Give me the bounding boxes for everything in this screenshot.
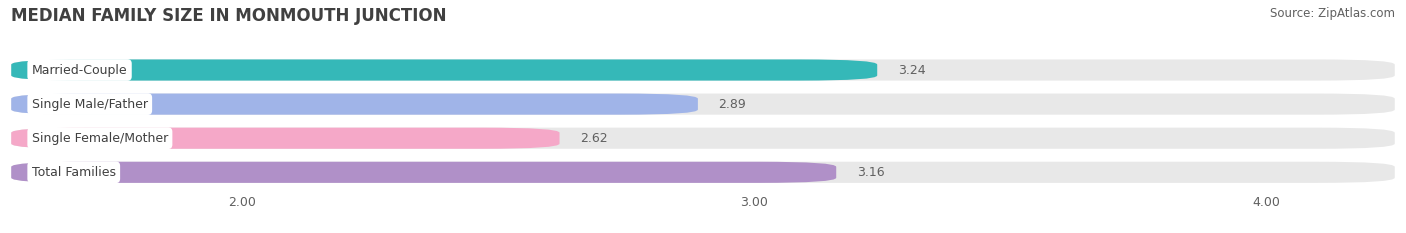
Text: Married-Couple: Married-Couple — [32, 64, 128, 76]
Text: Source: ZipAtlas.com: Source: ZipAtlas.com — [1270, 7, 1395, 20]
FancyBboxPatch shape — [11, 128, 1395, 149]
FancyBboxPatch shape — [11, 128, 560, 149]
Text: MEDIAN FAMILY SIZE IN MONMOUTH JUNCTION: MEDIAN FAMILY SIZE IN MONMOUTH JUNCTION — [11, 7, 447, 25]
Text: 3.16: 3.16 — [856, 166, 884, 179]
FancyBboxPatch shape — [11, 93, 697, 115]
FancyBboxPatch shape — [11, 93, 1395, 115]
FancyBboxPatch shape — [11, 59, 877, 81]
Text: 3.24: 3.24 — [897, 64, 925, 76]
Text: Single Male/Father: Single Male/Father — [32, 98, 148, 111]
FancyBboxPatch shape — [11, 59, 1395, 81]
Text: 2.62: 2.62 — [581, 132, 607, 145]
FancyBboxPatch shape — [11, 162, 837, 183]
Text: Total Families: Total Families — [32, 166, 115, 179]
Text: 2.89: 2.89 — [718, 98, 747, 111]
FancyBboxPatch shape — [11, 162, 1395, 183]
Text: Single Female/Mother: Single Female/Mother — [32, 132, 167, 145]
